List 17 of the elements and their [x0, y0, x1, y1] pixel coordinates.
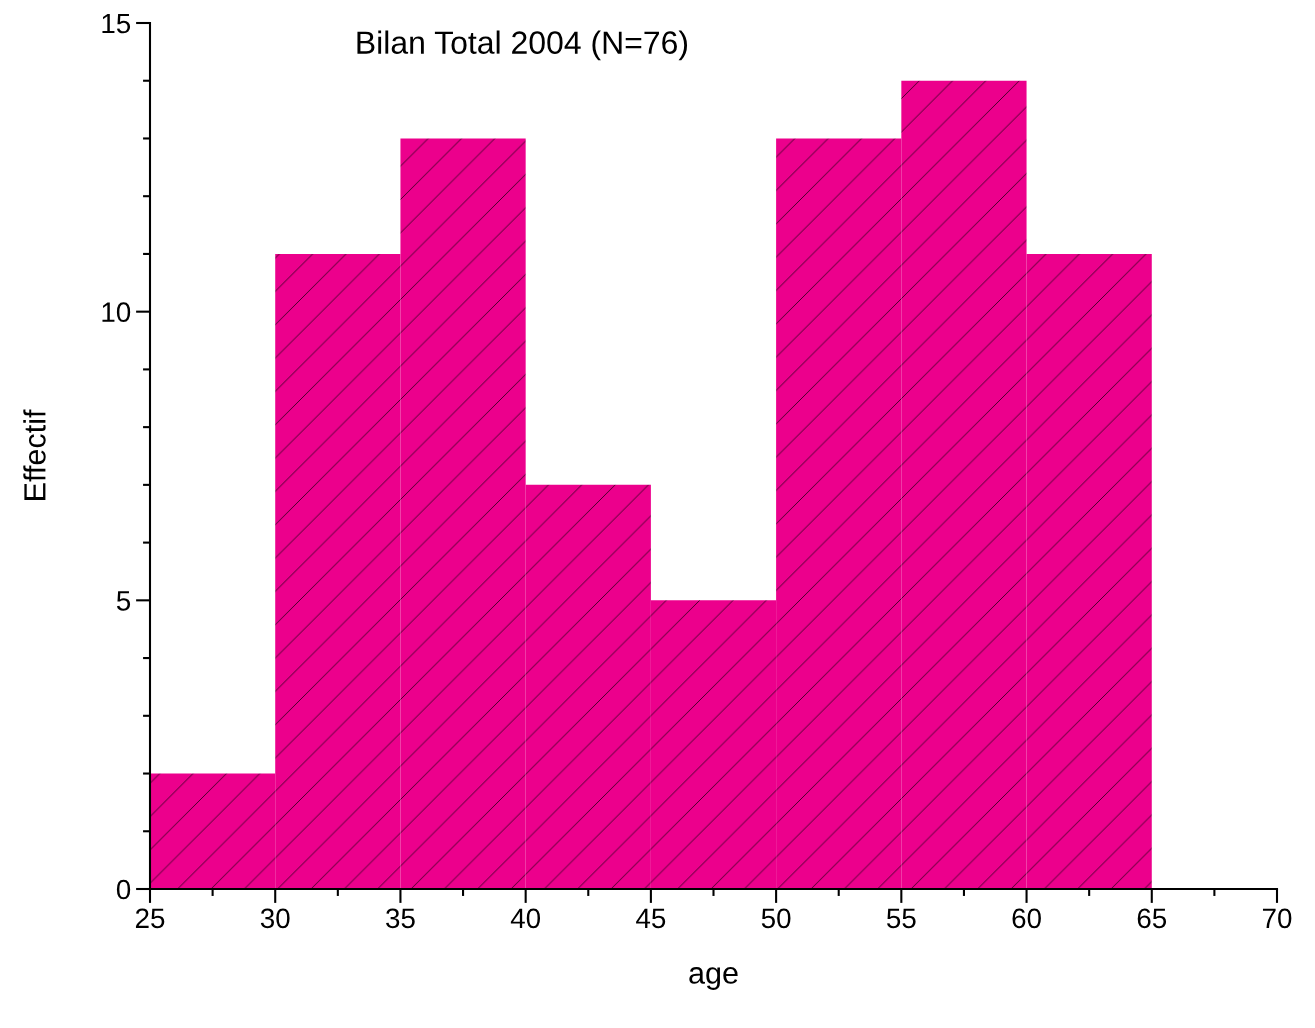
x-tick-label: 40 — [510, 908, 541, 929]
x-tick-label: 35 — [386, 908, 415, 929]
x-axis-title: age — [689, 967, 738, 990]
y-tick-label: 0 — [116, 879, 131, 900]
x-tick-label: 65 — [1137, 908, 1167, 929]
y-tick-label: 5 — [116, 591, 131, 611]
x-tick-label: 60 — [1012, 908, 1041, 929]
y-axis-title: Effectif — [23, 409, 46, 500]
x-tick-label: 55 — [887, 908, 916, 929]
y-tick-label: 10 — [102, 302, 131, 323]
x-tick-label: 30 — [260, 908, 290, 929]
x-tick-label: 50 — [761, 908, 791, 929]
chart-title: Bilan Total 2004 (N=76) — [357, 30, 688, 61]
x-tick-label: 45 — [636, 908, 666, 929]
y-tick-label: 15 — [102, 13, 131, 34]
x-tick-label: 70 — [1262, 908, 1292, 929]
x-tick-label: 25 — [135, 908, 165, 929]
